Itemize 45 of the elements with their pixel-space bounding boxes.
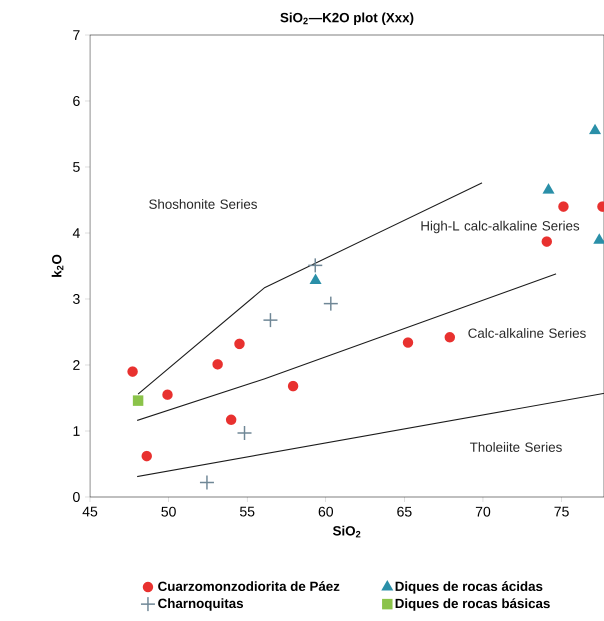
y-tick-label: 0	[73, 492, 80, 502]
point	[142, 450, 152, 462]
point	[444, 332, 456, 343]
point	[132, 395, 144, 406]
x-tick-label: 65	[397, 506, 412, 517]
point	[402, 337, 414, 348]
point	[162, 389, 173, 400]
point	[543, 184, 554, 194]
chart-title: SiO$_{2}$—K2O plot (Xxx)	[280, 12, 414, 25]
x-tick-label: 60	[318, 506, 334, 517]
point	[542, 236, 552, 247]
x-tick-label: 70	[476, 506, 490, 517]
x-tick-label: 45	[82, 506, 98, 516]
point	[288, 380, 298, 392]
point	[323, 296, 339, 312]
y-tick-label: 1	[74, 426, 80, 436]
legend-label: Diques de rocas básicas	[396, 598, 550, 611]
point	[212, 359, 223, 370]
point	[308, 258, 323, 274]
point	[127, 366, 138, 377]
legend-label: Diques de rocas ácidas	[396, 581, 542, 594]
y-tick-label: 5	[73, 162, 80, 172]
annotation: High-L calc-alkaline Series	[421, 220, 580, 234]
annotation: Tholeiite Series	[470, 442, 562, 452]
point	[262, 312, 278, 328]
point	[236, 425, 252, 441]
x-tick-label: 55	[240, 506, 254, 516]
y-tick-label: 4	[72, 228, 80, 238]
y-axis-title: k$_{2}$O	[52, 254, 64, 277]
x-tick-label: 50	[161, 506, 176, 517]
point	[310, 274, 322, 284]
y-tick-label: 6	[73, 96, 80, 106]
legend-label: Cuarzomonzodiorita de Páez	[158, 581, 340, 592]
y-tick-label: 2	[73, 360, 80, 370]
x-tick-label: 75	[554, 506, 569, 516]
annotation: Calc-alkaline Series	[468, 328, 586, 338]
point	[199, 474, 215, 490]
x-axis-title: SiO$_{2}$	[332, 526, 360, 538]
point	[234, 338, 245, 350]
legend-label: Charnoquitas	[158, 598, 244, 611]
y-tick-label: 7	[73, 30, 80, 40]
annotation: Shoshonite Series	[149, 199, 257, 209]
point	[226, 414, 236, 426]
y-tick-label: 3	[73, 294, 80, 304]
point	[558, 201, 569, 212]
